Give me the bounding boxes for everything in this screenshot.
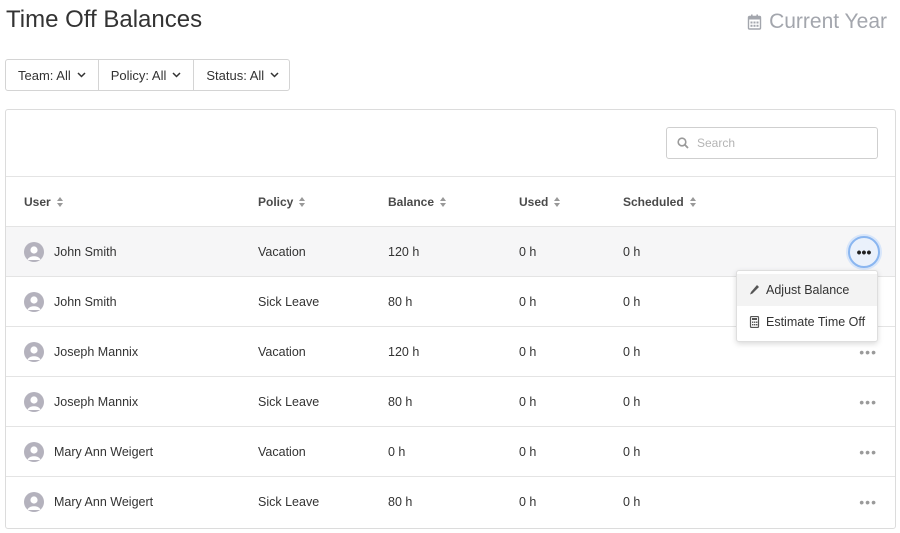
more-actions-button[interactable]: ••• xyxy=(848,235,880,268)
table-header: User Policy Balance Used Scheduled xyxy=(6,177,895,227)
actions-cell: ••• xyxy=(823,344,895,360)
sort-icon xyxy=(299,196,306,207)
more-actions-icon[interactable]: ••• xyxy=(859,443,877,460)
pencil-icon xyxy=(750,285,759,295)
status-filter-label: Status: All xyxy=(206,67,265,83)
user-name: John Smith xyxy=(54,294,117,309)
scheduled-cell: 0 h xyxy=(623,495,641,509)
calendar-icon xyxy=(747,14,762,30)
column-policy[interactable]: Policy xyxy=(258,195,388,209)
actions-cell: ••• xyxy=(823,394,895,410)
balance-cell: 80 h xyxy=(388,495,413,509)
user-cell: Mary Ann Weigert xyxy=(6,441,258,462)
user-cell: Mary Ann Weigert xyxy=(6,492,258,512)
menu-item-label: Estimate Time Off xyxy=(766,315,866,329)
used-cell: 0 h xyxy=(519,344,537,359)
used-cell: 0 h xyxy=(519,444,537,459)
policy-cell: Sick Leave xyxy=(258,294,320,309)
team-filter[interactable]: Team: All xyxy=(6,60,99,90)
actions-cell: ••• xyxy=(823,444,895,460)
balance-cell: 120 h xyxy=(388,344,420,359)
period-label: Current Year xyxy=(769,10,887,33)
scheduled-cell: 0 h xyxy=(623,294,641,309)
panel-toolbar xyxy=(6,110,895,177)
used-cell: 0 h xyxy=(519,495,537,509)
balance-cell: 120 h xyxy=(388,244,420,259)
search-box[interactable] xyxy=(666,127,878,159)
user-name: Joseph Mannix xyxy=(54,394,139,409)
column-used-label: Used xyxy=(519,194,549,209)
menu-item-label: Adjust Balance xyxy=(766,283,850,297)
actions-cell: ••• xyxy=(823,494,895,510)
avatar xyxy=(24,241,44,262)
used-cell: 0 h xyxy=(519,294,537,309)
user-name: Joseph Mannix xyxy=(54,344,139,359)
scheduled-cell: 0 h xyxy=(623,444,641,459)
column-used[interactable]: Used xyxy=(519,195,623,209)
column-policy-label: Policy xyxy=(258,194,294,209)
table-row[interactable]: Joseph Mannix Vacation 120 h 0 h 0 h ••• xyxy=(6,327,895,377)
avatar xyxy=(24,492,44,512)
table-row[interactable]: Mary Ann Weigert Vacation 0 h 0 h 0 h ••… xyxy=(6,427,895,477)
table-row[interactable]: John Smith Vacation 120 h 0 h 0 h ••• xyxy=(6,227,895,277)
row-actions-menu: Adjust Balance Estimate Time Off xyxy=(736,270,878,342)
column-balance-label: Balance xyxy=(388,194,435,209)
search-input[interactable] xyxy=(697,136,867,150)
scheduled-cell: 0 h xyxy=(623,244,641,259)
user-name: Mary Ann Weigert xyxy=(54,495,154,509)
policy-cell: Vacation xyxy=(258,444,306,459)
avatar xyxy=(24,291,44,312)
column-scheduled-label: Scheduled xyxy=(623,194,684,209)
chevron-down-icon xyxy=(172,72,181,78)
period-selector[interactable]: Current Year xyxy=(747,10,887,34)
user-cell: John Smith xyxy=(6,291,258,312)
column-user[interactable]: User xyxy=(6,195,258,209)
user-name: Mary Ann Weigert xyxy=(54,444,154,459)
avatar xyxy=(24,341,44,362)
sort-icon xyxy=(554,196,561,207)
used-cell: 0 h xyxy=(519,394,537,409)
user-cell: Joseph Mannix xyxy=(6,341,258,362)
page-title: Time Off Balances xyxy=(6,6,203,33)
user-cell: Joseph Mannix xyxy=(6,391,258,412)
column-user-label: User xyxy=(24,194,51,209)
team-filter-label: Team: All xyxy=(18,67,71,83)
policy-cell: Sick Leave xyxy=(258,495,320,509)
menu-item-adjust-balance[interactable]: Adjust Balance xyxy=(737,274,877,306)
table-row[interactable]: Mary Ann Weigert Sick Leave 80 h 0 h 0 h… xyxy=(6,477,895,527)
more-actions-icon[interactable]: ••• xyxy=(859,494,877,510)
column-scheduled[interactable]: Scheduled xyxy=(623,195,823,209)
policy-cell: Vacation xyxy=(258,244,306,259)
scheduled-cell: 0 h xyxy=(623,344,641,359)
user-cell: John Smith xyxy=(6,241,258,262)
balance-cell: 80 h xyxy=(388,294,413,309)
status-filter[interactable]: Status: All xyxy=(194,60,289,90)
column-balance[interactable]: Balance xyxy=(388,195,519,209)
policy-filter-label: Policy: All xyxy=(110,67,167,83)
sort-icon xyxy=(440,196,447,207)
balance-cell: 80 h xyxy=(388,394,413,409)
chevron-down-icon xyxy=(77,72,86,78)
more-actions-icon[interactable]: ••• xyxy=(859,343,877,360)
more-actions-icon[interactable]: ••• xyxy=(859,393,877,410)
search-icon xyxy=(677,137,689,149)
policy-cell: Sick Leave xyxy=(258,394,320,409)
balance-cell: 0 h xyxy=(388,444,406,459)
table-row[interactable]: Joseph Mannix Sick Leave 80 h 0 h 0 h ••… xyxy=(6,377,895,427)
policy-cell: Vacation xyxy=(258,344,306,359)
used-cell: 0 h xyxy=(519,244,537,259)
scheduled-cell: 0 h xyxy=(623,394,641,409)
sort-icon xyxy=(56,196,63,207)
menu-item-estimate-time-off[interactable]: Estimate Time Off xyxy=(737,306,877,338)
avatar xyxy=(24,441,44,462)
user-name: John Smith xyxy=(54,244,117,259)
avatar xyxy=(24,391,44,412)
actions-cell: ••• xyxy=(823,235,895,268)
chevron-down-icon xyxy=(270,72,279,78)
filter-bar: Team: All Policy: All Status: All xyxy=(5,59,291,91)
calculator-icon xyxy=(749,316,760,328)
sort-icon xyxy=(689,196,696,207)
policy-filter[interactable]: Policy: All xyxy=(99,60,195,90)
